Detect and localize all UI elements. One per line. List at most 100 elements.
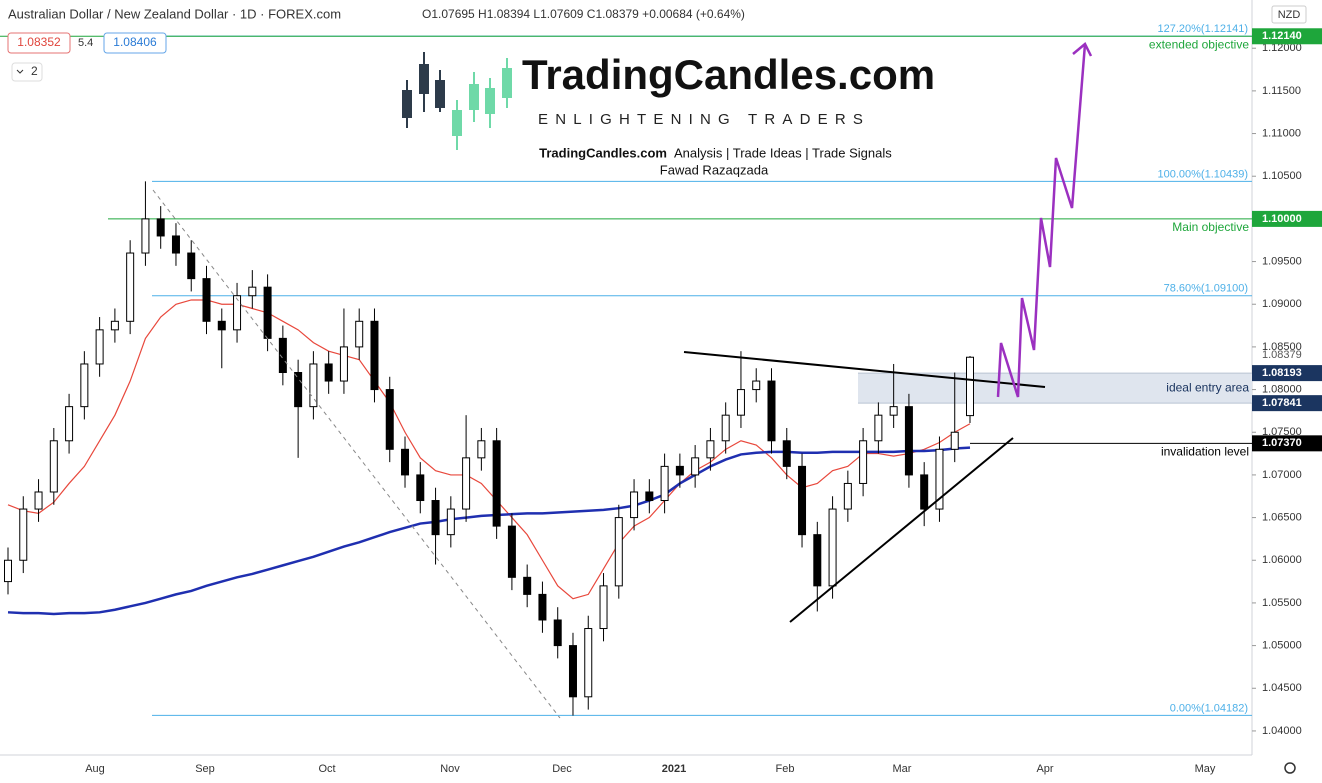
spread: 5.4 [78, 37, 93, 49]
resistance-trendline [683, 351, 1046, 388]
x-tick-label: 2021 [662, 763, 686, 775]
level-price-tag-bg [1252, 210, 1322, 227]
entry-zone-label: ideal entry area [1166, 380, 1249, 394]
zone-high-tag: 1.08193 [1262, 367, 1302, 379]
level-label: extended objective [1149, 37, 1249, 51]
level-label: invalidation level [1161, 445, 1249, 459]
candle-body [370, 320, 379, 391]
fib-level-label: 127.20%(1.12141) [1157, 23, 1248, 35]
y-tick-label: 1.08000 [1262, 383, 1302, 395]
candle-body [309, 363, 318, 408]
settings-icon[interactable] [1284, 762, 1296, 774]
candle-body [126, 252, 135, 322]
fib-level-label: 78.60%(1.09100) [1164, 283, 1248, 295]
candle-body [4, 559, 12, 583]
x-tick-label: Sep [195, 763, 215, 775]
y-tick-label: 1.11000 [1262, 127, 1301, 139]
logo-icon [402, 52, 512, 150]
candle-body [584, 628, 593, 698]
candle-body [507, 525, 516, 578]
candle-body [294, 372, 303, 408]
currency: NZD [1278, 9, 1301, 21]
candle-body [966, 356, 974, 417]
fib-trend-line [152, 189, 561, 719]
candle-body [110, 320, 119, 331]
projection-path [996, 43, 1087, 398]
candle-body [385, 389, 394, 450]
candle-body [782, 440, 791, 467]
candle-body [202, 278, 211, 322]
ohlc-values: O1.07695 H1.08394 L1.07609 C1.08379 +0.0… [422, 7, 745, 21]
level-price-tag: 1.10000 [1262, 213, 1302, 225]
candle-body [355, 320, 364, 348]
currency-box[interactable] [1271, 5, 1307, 24]
candle-body [950, 431, 959, 450]
candle-body [95, 329, 104, 365]
bid-price: 1.08352 [17, 35, 61, 49]
y-tick-label: 1.09500 [1262, 255, 1302, 267]
candle-body [828, 508, 837, 587]
moving-average [7, 446, 971, 616]
moving-average [7, 299, 971, 600]
bid-box[interactable] [7, 32, 71, 54]
y-tick-label: 1.05500 [1262, 597, 1302, 609]
candle-body [477, 440, 486, 459]
candle-body [156, 218, 165, 237]
candle-body [889, 406, 898, 416]
services-brand: TradingCandles.com [539, 145, 667, 160]
symbol-title: Australian Dollar / New Zealand Dollar ·… [8, 6, 341, 21]
ask-price: 1.08406 [113, 35, 157, 49]
candle-body [630, 491, 639, 519]
y-tick-label: 1.05000 [1262, 640, 1302, 652]
axes: 1.04000 1.04500 1.05000 1.05500 1.06000 1.065… [85, 28, 1322, 775]
candle-body [187, 252, 196, 280]
candle-body [141, 218, 150, 254]
candle-body [843, 482, 852, 510]
candle-body [645, 491, 654, 502]
ask-box[interactable] [103, 32, 167, 54]
candle-body [752, 380, 761, 391]
candle-body [599, 585, 608, 630]
y-tick-label: 1.06000 [1262, 554, 1302, 566]
candle-body [65, 406, 74, 442]
support-trendline [789, 437, 1014, 623]
candle-body [691, 457, 700, 476]
zone-low-tag-bg [1252, 395, 1322, 412]
level-label: Main objective [1172, 220, 1249, 234]
candle-body [538, 593, 547, 621]
y-tick-label: 1.04000 [1262, 725, 1302, 737]
services-list: Analysis | Trade Ideas | Trade Signals [674, 145, 892, 160]
zone-low-tag: 1.07841 [1262, 397, 1302, 409]
x-tick-label: Oct [318, 763, 335, 775]
level-price-tag: 1.07370 [1262, 437, 1302, 449]
indicators-toggle[interactable] [11, 62, 43, 82]
candle-body [935, 448, 944, 510]
candle-body [80, 363, 89, 408]
candle-body [324, 363, 333, 382]
candle-body [401, 448, 410, 476]
x-tick-label: Mar [893, 763, 912, 775]
candle-body [431, 500, 440, 536]
x-tick-label: Feb [776, 763, 795, 775]
level-price-tag-bg [1252, 435, 1322, 452]
projection-arrowhead [1072, 42, 1093, 57]
candle-body [920, 474, 929, 510]
y-tick-label: 1.08500 [1262, 341, 1302, 353]
candle-body [660, 465, 669, 502]
candle-body [614, 517, 623, 587]
y-tick-label: 1.07000 [1262, 469, 1302, 481]
candle-body [767, 380, 776, 442]
candle-body [233, 295, 242, 331]
candle-body [446, 508, 455, 536]
y-tick-label: 1.07500 [1262, 426, 1302, 438]
x-tick-label: May [1195, 763, 1216, 775]
candle-body [492, 440, 501, 527]
y-tick-label: 1.11500 [1262, 85, 1301, 97]
y-tick-label: 1.04500 [1262, 682, 1302, 694]
candle-body [49, 440, 58, 493]
candle-body [874, 414, 883, 442]
candle-body [278, 337, 287, 374]
candle-body [462, 457, 471, 510]
fib-level-label: 100.00%(1.10439) [1157, 168, 1248, 180]
